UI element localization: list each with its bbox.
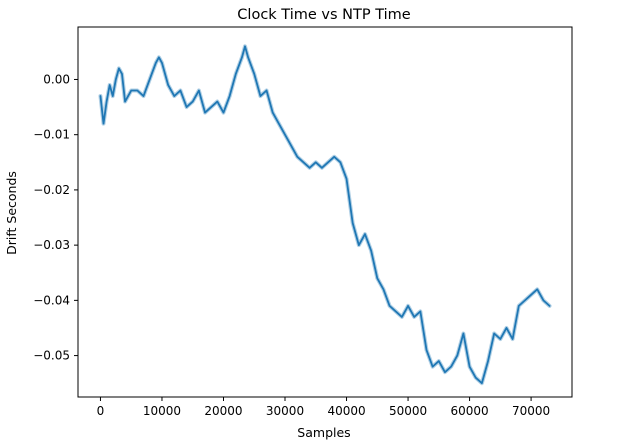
- series-line-band: [98, 44, 552, 386]
- plot-area: [98, 44, 552, 386]
- x-axis: 0 10000 20000 30000 40000 50000 60000 70000: [97, 397, 550, 418]
- y-tick-label: −0.03: [33, 238, 70, 252]
- y-tick-label: −0.01: [33, 128, 70, 142]
- x-tick-label: 70000: [512, 404, 550, 418]
- y-tick-label: 0.00: [43, 72, 70, 86]
- x-axis-label: Samples: [297, 425, 350, 440]
- chart-title: Clock Time vs NTP Time: [237, 7, 410, 23]
- x-tick-label: 50000: [389, 404, 427, 418]
- x-tick-label: 60000: [450, 404, 488, 418]
- x-tick-label: 20000: [204, 404, 242, 418]
- y-axis: 0.00 −0.01 −0.02 −0.03 −0.04 −0.05: [33, 72, 78, 363]
- y-axis-label: Drift Seconds: [4, 171, 19, 255]
- x-tick-label: 40000: [327, 404, 365, 418]
- plot-frame: [77, 26, 573, 398]
- x-tick-label: 30000: [266, 404, 304, 418]
- y-tick-label: −0.04: [33, 293, 70, 307]
- x-tick-label: 0: [97, 404, 105, 418]
- x-tick-label: 10000: [143, 404, 181, 418]
- y-tick-label: −0.02: [33, 183, 70, 197]
- y-tick-label: −0.05: [33, 349, 70, 363]
- series-line: [99, 45, 551, 385]
